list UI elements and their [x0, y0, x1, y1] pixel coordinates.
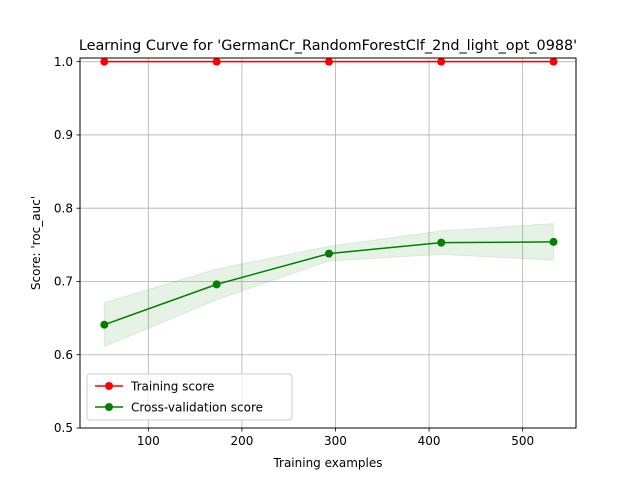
legend-marker-1	[105, 403, 113, 411]
series-points	[100, 57, 558, 329]
y-axis-ticks: 0.5 0.6 0.7 0.8 0.9 1.0	[54, 55, 80, 435]
legend-label-0: Training score	[130, 380, 214, 394]
y-tick-label: 0.6	[54, 348, 73, 362]
chart-title: Learning Curve for 'GermanCr_RandomFores…	[79, 38, 577, 54]
plot-frame	[79, 57, 577, 429]
y-tick-label: 0.9	[54, 128, 73, 142]
legend-marker-0	[105, 382, 113, 390]
y-tick-label: 1.0	[54, 55, 73, 69]
data-point	[549, 237, 558, 246]
y-tick-label: 0.7	[54, 275, 73, 289]
y-tick-label: 0.8	[54, 201, 73, 215]
data-point	[100, 320, 109, 329]
data-point	[100, 57, 109, 66]
score-bands	[103, 61, 555, 348]
y-axis-label: Score: 'roc_auc'	[29, 196, 43, 290]
x-tick-label: 200	[230, 434, 253, 448]
x-tick-label: 500	[511, 434, 534, 448]
data-point	[549, 57, 558, 66]
data-point	[324, 57, 333, 66]
x-axis-label: Training examples	[272, 456, 382, 470]
y-tick-label: 0.5	[54, 421, 73, 435]
series-band-1	[103, 223, 555, 348]
data-point	[437, 238, 446, 247]
x-axis-ticks: 100 200 300 400 500	[137, 428, 534, 448]
x-tick-label: 300	[324, 434, 347, 448]
data-point	[437, 57, 446, 66]
data-point	[212, 57, 221, 66]
legend-box	[86, 373, 293, 421]
x-tick-label: 400	[418, 434, 441, 448]
data-point	[324, 249, 333, 258]
data-point	[212, 280, 221, 289]
x-tick-label: 100	[137, 434, 160, 448]
legend-label-1: Cross-validation score	[131, 401, 263, 415]
legend: Training score Cross-validation score	[86, 373, 293, 421]
